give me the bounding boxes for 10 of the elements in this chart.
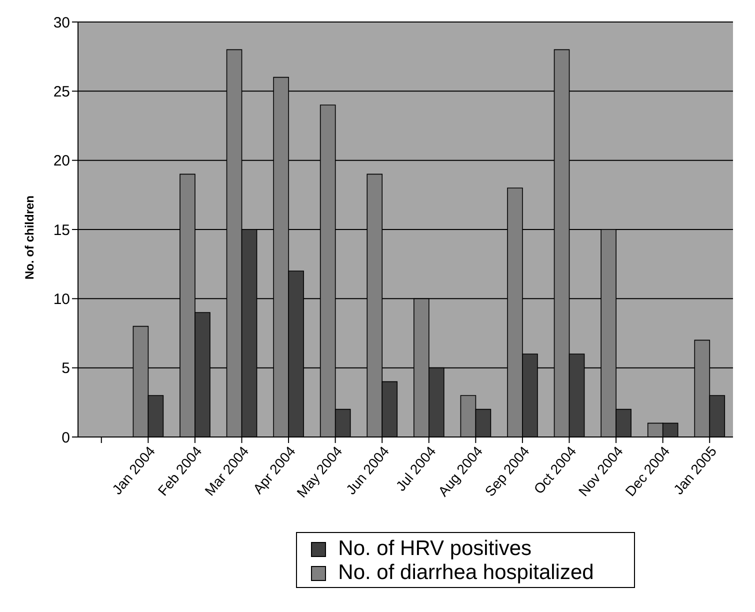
y-tick-label: 25 xyxy=(53,83,70,100)
y-axis-title: No. of children xyxy=(22,196,36,280)
legend-label: No. of HRV positives xyxy=(337,537,533,561)
y-tick-label: 5 xyxy=(62,360,70,378)
y-tick-label: 0 xyxy=(62,429,70,446)
y-tick-label: 30 xyxy=(53,14,70,32)
y-tick-label: 15 xyxy=(53,222,70,239)
y-tick-label: 20 xyxy=(53,152,70,170)
legend-label: No. of diarrhea hospitalized xyxy=(337,561,594,585)
y-tick-label: 10 xyxy=(53,290,70,308)
